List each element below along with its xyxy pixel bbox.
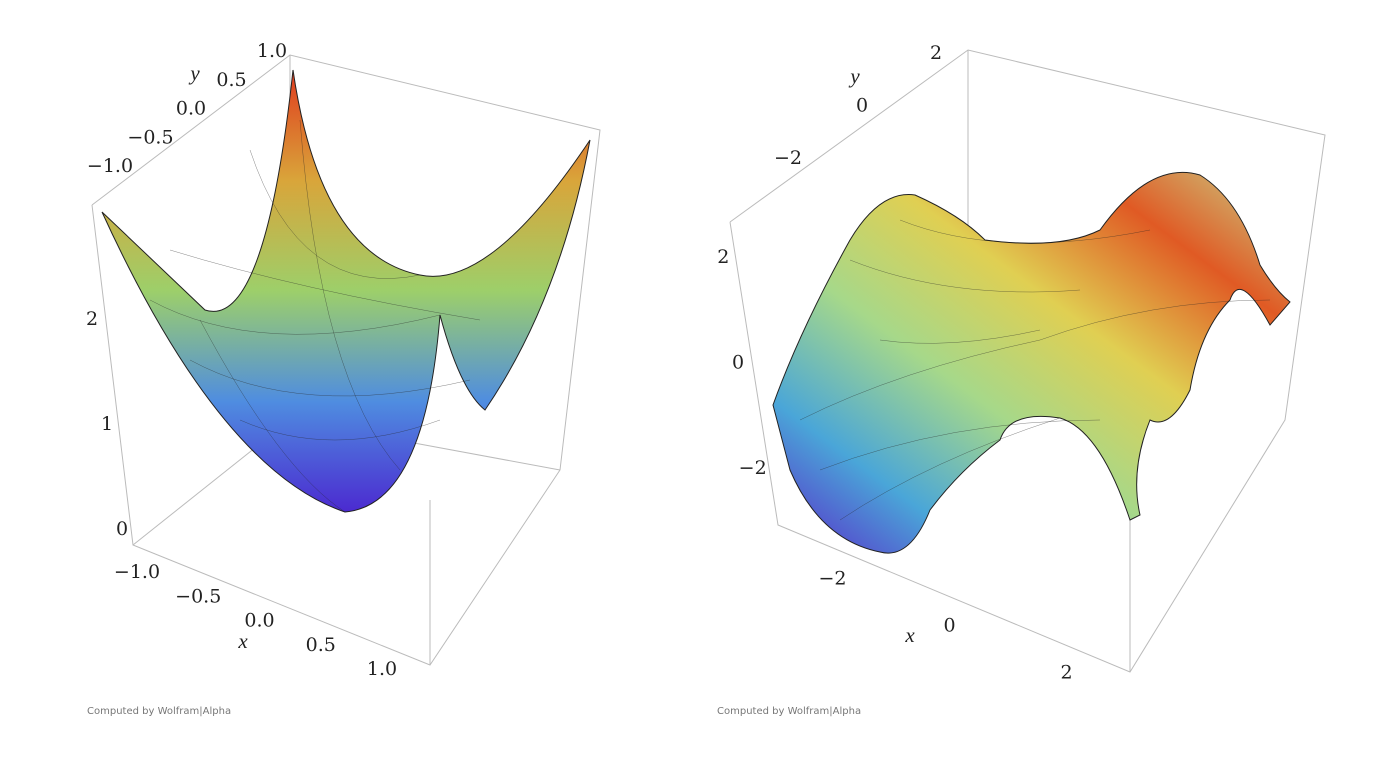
- z-tick-label: 2: [86, 308, 98, 330]
- left-plot: [91, 54, 601, 666]
- x-tick-label: 1.0: [367, 658, 397, 680]
- x-tick-label: 2: [1060, 662, 1072, 684]
- y-tick-label: 2: [930, 42, 942, 64]
- x-tick-label: −2: [818, 568, 846, 590]
- x-tick-label: 0.0: [244, 610, 274, 632]
- z-tick-label: 0: [732, 352, 744, 374]
- x-tick-label: −1.0: [114, 561, 160, 583]
- x-tick-label: 0: [943, 615, 955, 637]
- y-axis-label: y: [188, 61, 200, 85]
- z-tick-label: 0: [116, 518, 128, 540]
- y-tick-label: 0.0: [176, 98, 206, 120]
- y-tick-label: 0.5: [216, 69, 246, 91]
- z-tick-label: 2: [717, 246, 729, 268]
- y-tick-label: −0.5: [127, 126, 173, 148]
- x-tick-label: −0.5: [175, 585, 221, 607]
- surface: [772, 171, 1291, 554]
- surface: [101, 69, 591, 513]
- x-axis-label: x: [237, 629, 248, 653]
- y-tick-label: −2: [774, 147, 802, 169]
- x-tick-label: 0.5: [306, 634, 336, 656]
- y-axis-label: y: [848, 64, 860, 88]
- y-tick-label: 1.0: [257, 40, 287, 62]
- x-axis-label: x: [904, 623, 915, 647]
- z-tick-label: 1: [101, 413, 113, 435]
- y-tick-label: 0: [856, 95, 868, 117]
- right-plot: [729, 49, 1326, 673]
- surface-mesh: [149, 119, 481, 513]
- credit: Computed by Wolfram|Alpha: [87, 706, 231, 717]
- surface-mesh: [799, 219, 1271, 521]
- z-tick-label: −2: [739, 457, 767, 479]
- y-tick-label: −1.0: [87, 155, 133, 177]
- credit: Computed by Wolfram|Alpha: [717, 706, 861, 717]
